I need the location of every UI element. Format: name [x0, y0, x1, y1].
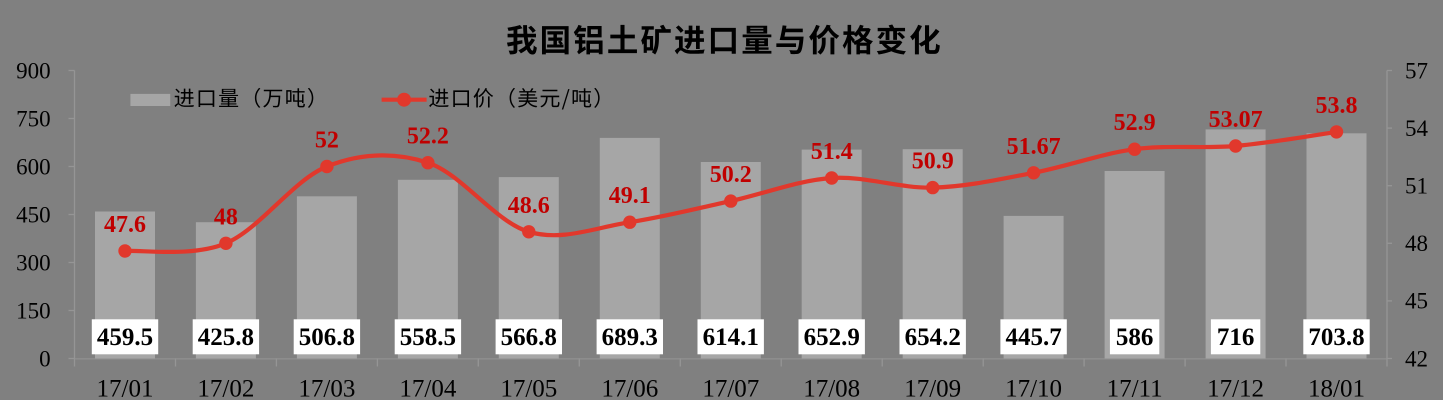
svg-text:17/09: 17/09	[904, 376, 961, 400]
svg-text:566.8: 566.8	[501, 324, 557, 351]
svg-text:57: 57	[1405, 58, 1428, 83]
svg-text:652.9: 652.9	[804, 324, 860, 351]
svg-text:17/10: 17/10	[1005, 376, 1062, 400]
svg-text:48: 48	[1405, 231, 1428, 256]
svg-text:50.9: 50.9	[912, 149, 954, 175]
svg-text:53.07: 53.07	[1209, 107, 1263, 133]
svg-text:50.2: 50.2	[710, 162, 752, 188]
svg-text:17/12: 17/12	[1207, 376, 1264, 400]
svg-text:51.4: 51.4	[811, 139, 853, 165]
svg-text:51: 51	[1405, 174, 1428, 199]
svg-text:614.1: 614.1	[703, 324, 759, 351]
svg-text:48: 48	[214, 204, 238, 230]
svg-text:600: 600	[16, 154, 51, 179]
svg-text:0: 0	[39, 346, 51, 371]
svg-text:17/11: 17/11	[1107, 376, 1163, 400]
svg-text:900: 900	[16, 58, 51, 83]
svg-text:654.2: 654.2	[905, 324, 961, 351]
svg-text:48.6: 48.6	[508, 193, 550, 219]
svg-text:558.5: 558.5	[400, 324, 456, 351]
svg-text:45: 45	[1405, 289, 1428, 314]
svg-text:425.8: 425.8	[198, 324, 254, 351]
svg-text:450: 450	[16, 202, 51, 227]
svg-text:17/08: 17/08	[803, 376, 860, 400]
svg-text:47.6: 47.6	[104, 212, 146, 238]
svg-text:750: 750	[16, 106, 51, 131]
svg-text:17/01: 17/01	[97, 376, 154, 400]
svg-text:49.1: 49.1	[609, 183, 651, 209]
svg-text:300: 300	[16, 250, 51, 275]
svg-text:150: 150	[16, 298, 51, 323]
svg-text:53.8: 53.8	[1316, 93, 1358, 119]
svg-text:54: 54	[1405, 116, 1429, 141]
svg-text:17/02: 17/02	[197, 376, 254, 400]
svg-text:445.7: 445.7	[1005, 324, 1061, 351]
svg-text:42: 42	[1405, 346, 1428, 371]
svg-text:17/06: 17/06	[601, 376, 658, 400]
svg-text:52.9: 52.9	[1114, 110, 1156, 136]
svg-text:703.8: 703.8	[1308, 324, 1364, 351]
svg-text:586: 586	[1116, 324, 1154, 351]
svg-text:52.2: 52.2	[407, 124, 449, 150]
svg-text:51.67: 51.67	[1007, 134, 1061, 160]
svg-text:52: 52	[315, 128, 339, 154]
svg-text:459.5: 459.5	[97, 324, 153, 351]
svg-text:716: 716	[1217, 324, 1255, 351]
svg-text:17/03: 17/03	[298, 376, 355, 400]
svg-text:689.3: 689.3	[602, 324, 658, 351]
svg-text:17/05: 17/05	[500, 376, 557, 400]
svg-text:506.8: 506.8	[299, 324, 355, 351]
svg-text:18/01: 18/01	[1308, 376, 1365, 400]
svg-text:17/04: 17/04	[399, 376, 456, 400]
svg-text:17/07: 17/07	[702, 376, 759, 400]
